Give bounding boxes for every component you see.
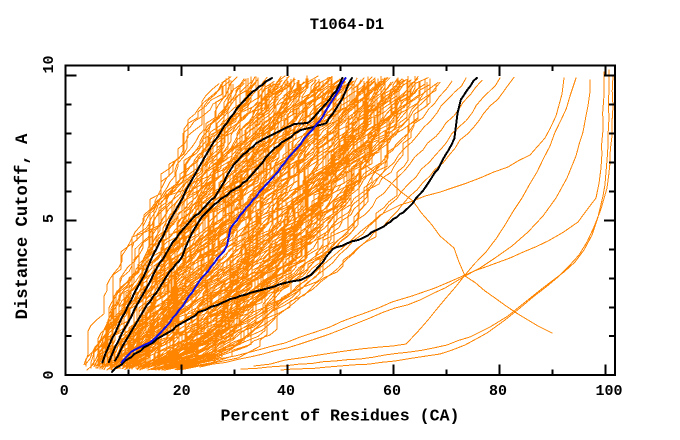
svg-text:0: 0 xyxy=(41,370,58,379)
svg-text:5: 5 xyxy=(41,214,58,223)
svg-text:40: 40 xyxy=(277,383,295,400)
svg-text:60: 60 xyxy=(383,383,401,400)
svg-text:10: 10 xyxy=(41,55,58,73)
svg-text:Percent of Residues (CA): Percent of Residues (CA) xyxy=(221,407,460,426)
svg-text:T1064-D1: T1064-D1 xyxy=(310,16,384,34)
svg-text:0: 0 xyxy=(60,383,69,400)
svg-text:100: 100 xyxy=(595,383,622,400)
svg-text:20: 20 xyxy=(173,383,191,400)
svg-text:80: 80 xyxy=(489,383,507,400)
svg-text:Distance Cutoff, A: Distance Cutoff, A xyxy=(14,133,33,319)
